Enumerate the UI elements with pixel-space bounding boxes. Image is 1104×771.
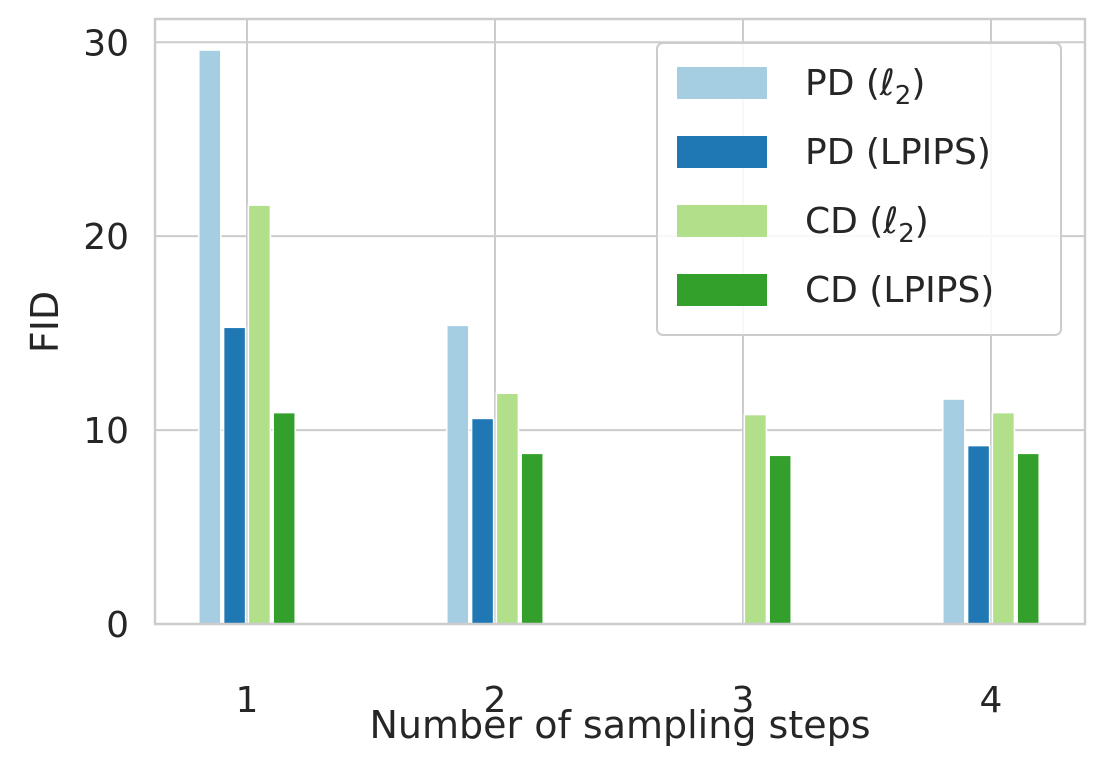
plot-frame bbox=[153, 17, 1087, 626]
legend-label: CD (ℓ2) bbox=[805, 201, 929, 249]
bar-cd-lpips--step-2 bbox=[520, 452, 544, 625]
bar-cd-2--step-2 bbox=[495, 392, 520, 625]
x-tick-label: 1 bbox=[236, 680, 259, 721]
y-tick-label: 0 bbox=[106, 605, 129, 646]
bar-pd-lpips--step-1 bbox=[222, 326, 247, 625]
y-tick-label: 10 bbox=[83, 411, 129, 452]
legend-label: PD (ℓ2) bbox=[805, 63, 925, 111]
bar-pd-2--step-1 bbox=[198, 49, 222, 625]
bar-cd-lpips--step-3 bbox=[768, 454, 792, 625]
y-axis-label: FID bbox=[23, 291, 67, 353]
bar-cd-lpips--step-1 bbox=[272, 411, 296, 625]
legend-swatch bbox=[677, 136, 767, 168]
bar-pd-2--step-4 bbox=[942, 398, 966, 625]
x-tick-label: 3 bbox=[732, 680, 755, 721]
legend-frame bbox=[656, 42, 1062, 336]
y-tick-label: 20 bbox=[83, 217, 129, 258]
bar-cd-2--step-1 bbox=[247, 204, 272, 625]
bar-pd-2--step-2 bbox=[446, 324, 470, 625]
legend-swatch bbox=[677, 274, 767, 306]
bar-cd-2--step-4 bbox=[991, 411, 1016, 625]
legend-swatch bbox=[677, 205, 767, 237]
bar-cd-lpips--step-4 bbox=[1016, 452, 1040, 625]
x-tick-label: 2 bbox=[484, 680, 507, 721]
legend: PD (ℓ2) PD (LPIPS) CD (ℓ2) CD (LPIPS) bbox=[656, 42, 1062, 336]
bar-pd-lpips--step-4 bbox=[966, 444, 991, 625]
bar-pd-lpips--step-2 bbox=[470, 417, 495, 625]
legend-swatch bbox=[677, 67, 767, 99]
y-tick-label: 30 bbox=[83, 23, 129, 64]
y-axis-ticks: 0 10 20 30 bbox=[83, 23, 129, 646]
x-axis-label: Number of sampling steps bbox=[369, 703, 870, 747]
x-tick-label: 4 bbox=[980, 680, 1003, 721]
legend-label: PD (LPIPS) bbox=[805, 132, 991, 173]
legend-label: CD (LPIPS) bbox=[805, 270, 994, 311]
bar-cd-2--step-3 bbox=[743, 413, 768, 625]
x-axis-ticks: 1 2 3 4 bbox=[236, 680, 1003, 721]
